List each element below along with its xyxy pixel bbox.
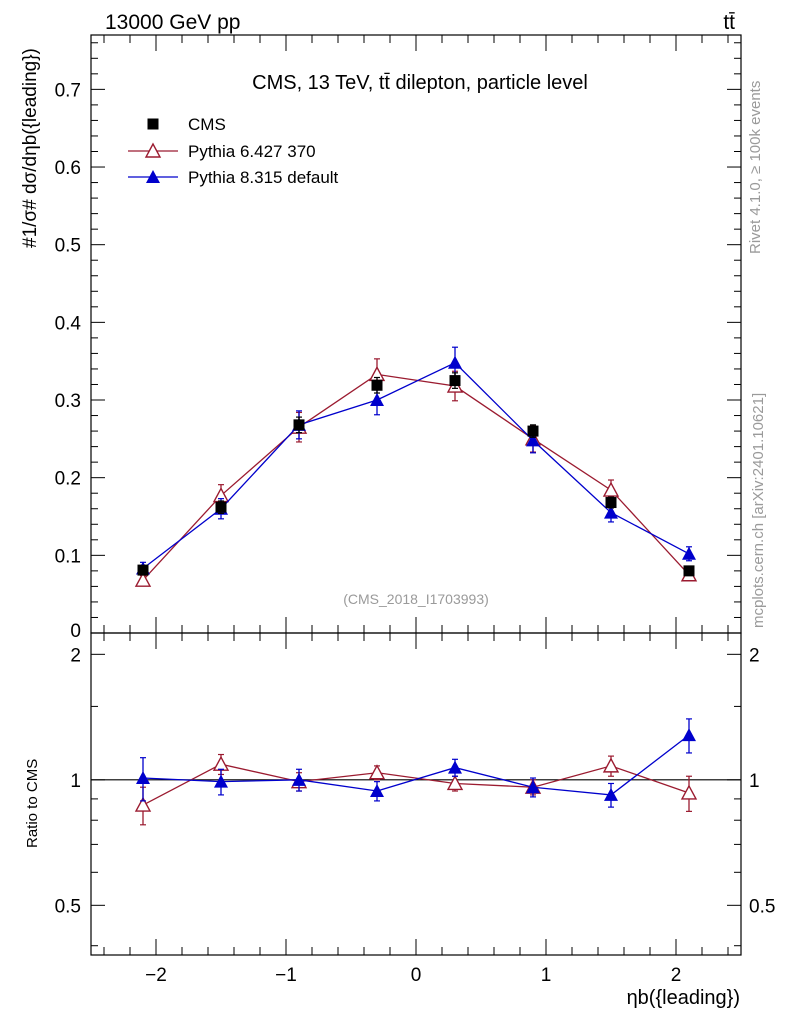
ratio-axis-title: Ratio to CMS <box>24 759 41 848</box>
legend-cms-marker <box>147 118 159 130</box>
ratio-pythia-6-427-370-point <box>134 796 152 812</box>
legend-pythia-8-315-default-marker <box>146 170 160 183</box>
main-pythia-6-427-370-point <box>602 481 620 497</box>
ratio-x-ticks: −2 −1 0 1 2 <box>103 633 729 986</box>
ratio-panel: 0.5 0.5 1 1 2 2 −2 −1 0 1 2 Ratio to CMS ηb({lead… <box>24 632 775 1009</box>
ratio-pythia-8-315-default-line <box>142 734 690 796</box>
ratio-pythia-8-315-default-point <box>604 787 618 801</box>
ratio-tick-label: 0.5 <box>55 896 81 917</box>
legend-pythia-8-315-default-label: Pythia 8.315 default <box>188 168 339 187</box>
ratio-pythia-8-315-default-point <box>682 728 696 742</box>
y-tick-label: 0.2 <box>55 469 81 490</box>
ratio-pythia-8-315-default-point <box>370 784 384 798</box>
mcplots-label: mcplots.cern.ch [arXiv:2401.10621] <box>750 393 767 628</box>
main-pythia-8-315-default-point <box>370 393 384 407</box>
main-pythia-8-315-default-point <box>448 355 462 369</box>
ratio-pythia-6-427-370-point <box>212 755 230 771</box>
chart-title: CMS, 13 TeV, tt̄ dilepton, particle leve… <box>252 72 588 94</box>
y-tick-label: 0.6 <box>55 158 81 179</box>
x-tick-label: 0 <box>411 965 422 986</box>
analysis-watermark: (CMS_2018_I1703993) <box>343 591 489 607</box>
ratio-y-ticks: 0.5 0.5 1 1 2 2 <box>55 645 775 947</box>
main-cms-point <box>215 501 227 513</box>
x-tick-label: −1 <box>275 965 297 986</box>
ratio-tick-label-right: 0.5 <box>749 896 775 917</box>
main-panel: 0 0.1 0.2 0.3 0.4 0.5 0.6 0.7 CMS, 13 TeV, tt̄ … <box>20 34 742 642</box>
header-process-label: tt̄ <box>723 11 735 34</box>
header-energy-label: 13000 GeV pp <box>105 11 240 34</box>
main-cms-point <box>371 379 383 391</box>
ratio-series <box>134 718 698 826</box>
ratio-pythia-6-427-370-point <box>602 757 620 773</box>
ratio-axis-title-text: Ratio to CMS <box>24 759 41 848</box>
ratio-pythia-6-427-370-line <box>142 763 690 806</box>
ratio-frame <box>90 632 742 956</box>
main-cms-point <box>449 375 461 387</box>
main-cms-point <box>137 564 149 576</box>
main-cms-point <box>605 497 617 509</box>
main-pythia-8-315-default-point <box>682 546 696 560</box>
ratio-pythia-8-315-default-point <box>448 760 462 774</box>
y-axis-title-text: #1/σ# dσ/dηb({leading}) <box>20 48 41 248</box>
main-y-ticks: 0 0.1 0.2 0.3 0.4 0.5 0.6 0.7 <box>55 42 741 642</box>
legend-cms-label: CMS <box>188 115 226 134</box>
main-pythia-8-315-default-point <box>526 433 540 447</box>
main-pythia-8-315-default-point <box>604 505 618 519</box>
legend: CMS Pythia 6.427 370 Pythia 8.315 default <box>128 115 339 187</box>
y-axis-title: #1/σ# dσ/dηb({leading}) <box>20 48 41 248</box>
ratio-pythia-8-315-default-point <box>136 771 150 785</box>
x-tick-label: 1 <box>541 965 552 986</box>
main-x-ticks <box>103 35 729 633</box>
main-cms-point <box>293 419 305 431</box>
y-tick-label: 0.5 <box>55 236 81 257</box>
ratio-pythia-6-427-370-point <box>680 784 698 800</box>
x-tick-label: 2 <box>671 965 682 986</box>
y-tick-label: 0 <box>70 621 81 642</box>
ratio-pythia-8-315-default-point <box>292 772 306 786</box>
legend-pythia-6-427-370-marker <box>144 142 162 158</box>
rivet-version-label: Rivet 4.1.0, ≥ 100k events <box>747 81 764 254</box>
y-tick-label: 0.3 <box>55 391 81 412</box>
ratio-tick-label: 1 <box>70 771 81 792</box>
legend-pythia-6-427-370-label: Pythia 6.427 370 <box>188 142 316 161</box>
y-tick-label: 0.4 <box>55 313 82 334</box>
main-pythia-8-315-default-line <box>142 361 690 570</box>
y-tick-label: 0.1 <box>55 546 81 567</box>
ratio-tick-label: 2 <box>70 645 81 666</box>
ratio-pythia-6-427-370-point <box>368 764 386 780</box>
ratio-tick-label-right: 1 <box>749 771 760 792</box>
ratio-pythia-8-315-default-point <box>214 774 228 788</box>
x-axis-title: ηb({leading}) <box>627 987 740 1009</box>
ratio-tick-label-right: 2 <box>749 645 760 666</box>
main-cms-point <box>683 565 695 577</box>
main-pythia-6-427-370-line <box>142 373 690 581</box>
main-cms-point <box>527 425 539 437</box>
main-series <box>134 346 698 587</box>
x-tick-label: −2 <box>145 965 167 986</box>
main-pythia-6-427-370-point <box>134 571 152 587</box>
ratio-pythia-8-315-default-point <box>526 780 540 794</box>
y-tick-label: 0.7 <box>55 80 81 101</box>
ratio-pythia-6-427-370-point <box>446 775 464 791</box>
